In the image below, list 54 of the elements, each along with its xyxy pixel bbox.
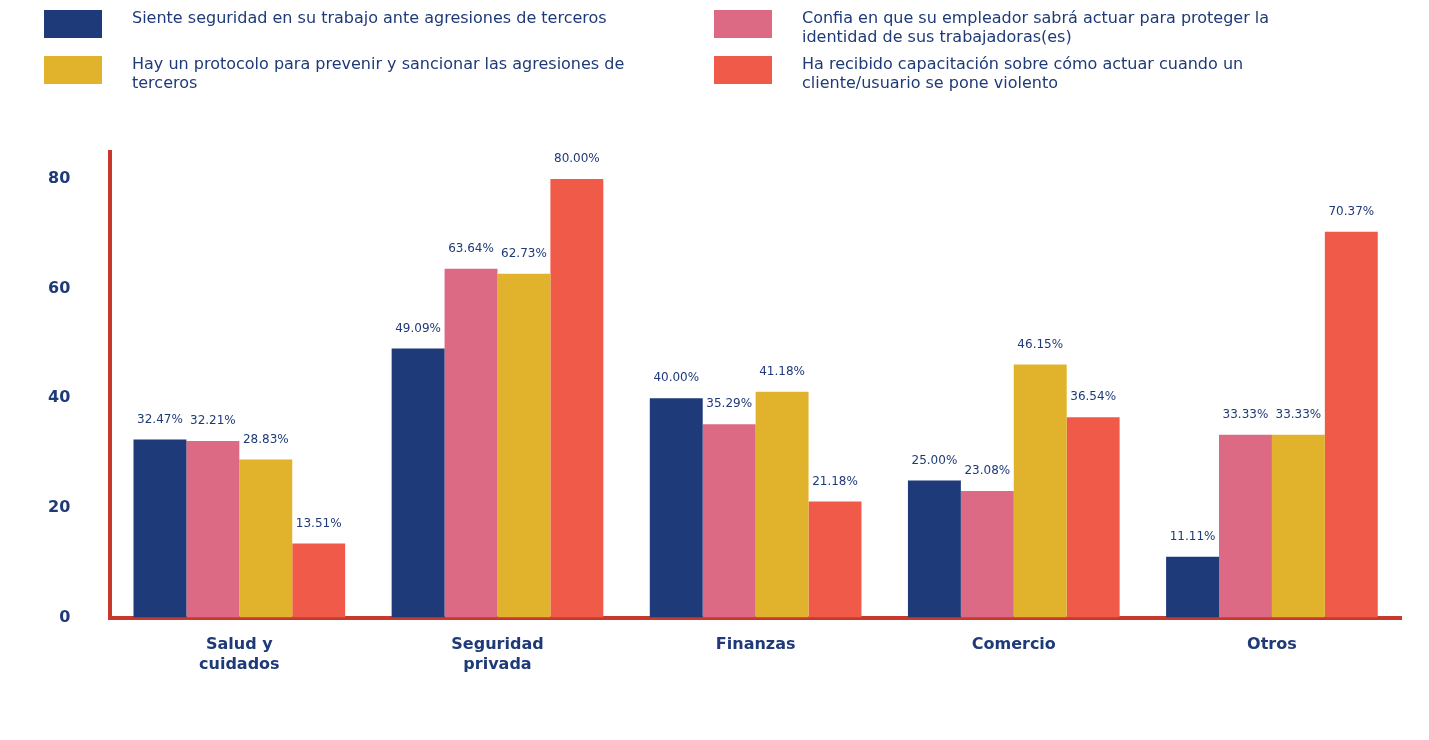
y-tick-label: 20 [48,497,71,517]
data-label: 28.83% [242,431,289,446]
data-label: 80.00% [553,151,600,166]
x-tick-label: Finanzas [715,634,796,654]
x-tick-label: Otros [1247,634,1297,654]
bar [702,424,756,618]
x-tick-label: Salud y cuidados [199,634,280,673]
x-tick-label: Seguridad privada [451,634,544,673]
legend-label: Confia en que su empleador sabrá actuar para proteger la identidad de sus trabajadoras(es) [802,8,1271,46]
bar [239,459,293,618]
bar [1219,434,1272,618]
bar [133,439,187,618]
data-label: 23.08% [964,463,1011,478]
bar [186,441,240,618]
bar [1324,231,1378,618]
y-tick-label: 60 [48,277,71,297]
legend-label: Siente seguridad en su trabajo ante agresiones de terceros [132,8,607,27]
data-label: 32.47% [137,411,183,426]
bar [1066,417,1120,618]
data-label: 35.29% [706,396,753,411]
bar [497,273,551,618]
bar [808,501,862,618]
data-label: 63.64% [448,240,494,255]
y-tick-label: 40 [48,387,71,407]
x-tick-label: Comercio [971,634,1056,654]
data-label: 33.33% [1275,407,1322,421]
data-label: 41.18% [759,363,805,378]
legend-label: Hay un protocolo para prevenir y sancionar las agresiones de terceros [132,54,626,92]
bar [755,391,809,618]
data-label: 40.00% [653,370,700,385]
bar [444,268,498,618]
bar [391,348,445,618]
bar [550,179,604,618]
data-label: 32.21% [190,413,236,428]
data-label: 62.73% [501,245,547,260]
bar [960,491,1014,618]
y-tick-label: 0 [59,606,71,626]
bar [1166,556,1220,618]
data-label: 33.33% [1222,407,1269,421]
data-label: 21.18% [812,473,858,488]
bar [1271,434,1325,618]
data-label: 49.09% [395,320,441,335]
bar [907,480,961,618]
y-tick-label: 80 [48,168,71,188]
bar [292,543,346,618]
data-label: 11.11% [1169,528,1216,543]
bar [649,398,703,618]
data-label: 13.51% [295,515,342,530]
data-label: 25.00% [911,452,958,467]
data-label: 70.37% [1328,203,1375,218]
legend-label: Ha recibido capacitación sobre cómo actuar cuando un cliente/usuario se pone violento [802,54,1245,92]
data-label: 46.15% [1017,336,1064,351]
data-label: 36.54% [1070,389,1117,404]
bar [1013,364,1067,618]
